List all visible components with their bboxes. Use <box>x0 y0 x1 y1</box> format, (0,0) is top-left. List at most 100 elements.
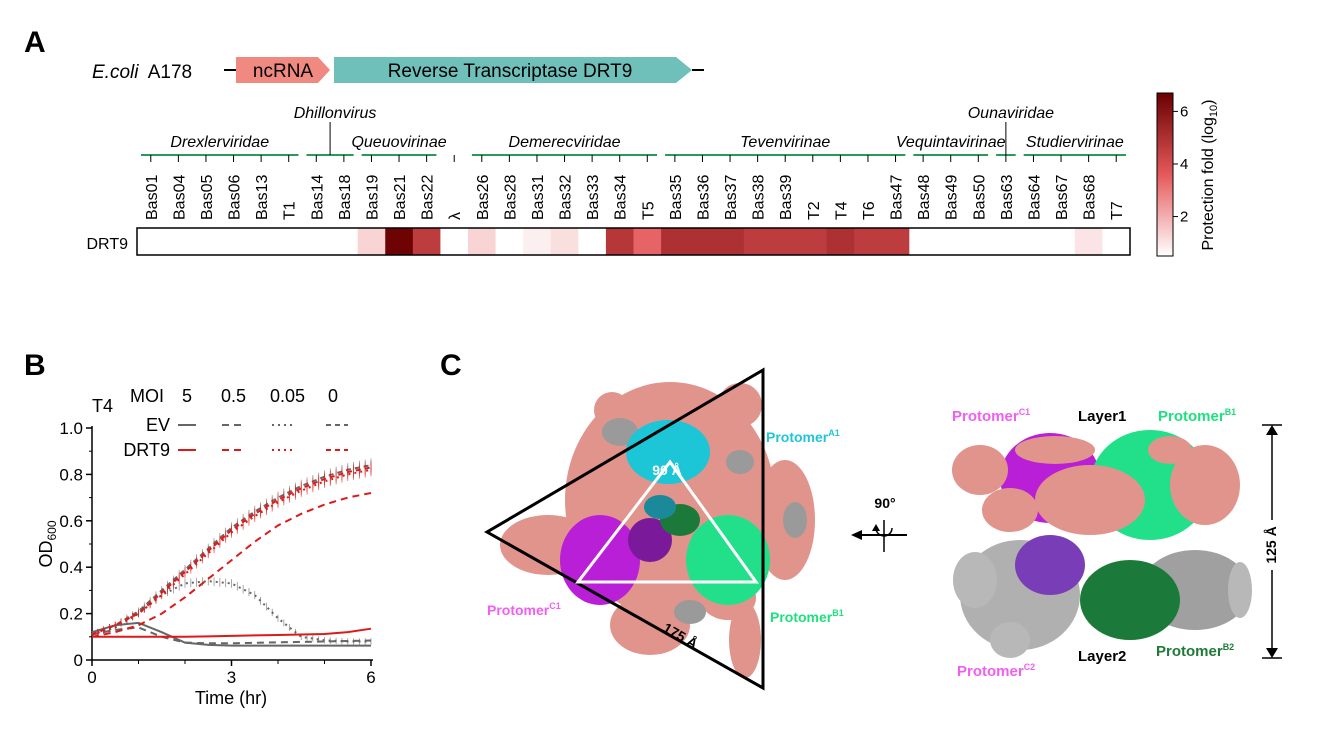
ncrna-arrow <box>236 57 330 83</box>
colorbar-label-close: ) <box>1200 100 1217 105</box>
heatmap-cell <box>716 228 745 255</box>
outer-triangle <box>483 367 765 691</box>
protomer-b1-density <box>686 515 770 605</box>
chart-phage-label: T4 <box>92 396 113 416</box>
structure-top-view: 90 Å 175 Å <box>483 367 815 691</box>
protomer-b2-density <box>1080 560 1180 640</box>
inner-triangle <box>574 459 759 584</box>
phage-label: Bas26 <box>475 175 492 220</box>
panel-label-a: A <box>24 26 46 59</box>
family-label: Vequintavirinae <box>896 134 1006 151</box>
heatmap-cell <box>936 228 965 255</box>
height-label: 125 Å <box>1263 526 1279 563</box>
x-tick-label: 0 <box>87 668 96 687</box>
heatmap-cell <box>1074 228 1103 255</box>
phage-label: λ <box>447 212 464 220</box>
protomer-c1-inner-density <box>628 518 672 562</box>
legend-ev-label: EV <box>146 415 170 435</box>
growth-chart: 0 0.2 0.4 0.6 0.8 1.0 0 3 6 <box>59 419 375 687</box>
heatmap-cell <box>633 228 662 255</box>
heatmap-cell <box>468 228 497 255</box>
phage-label: Bas31 <box>530 175 547 220</box>
ncrna-label: ncRNA <box>253 61 314 82</box>
phage-label: T2 <box>806 201 823 220</box>
phage-label: Bas39 <box>778 175 795 220</box>
moi-value-0.05: 0.05 <box>270 386 305 406</box>
label-protomer-b1-left: ProtomerB1 <box>770 608 844 625</box>
label-protomer-a1-sup: A1 <box>828 428 840 438</box>
phage-label: T4 <box>833 201 850 220</box>
label-protomer-b1-right-sup: B1 <box>1225 407 1237 417</box>
heatmap-cell <box>1047 228 1076 255</box>
phage-label: Bas33 <box>585 175 602 220</box>
phage-label: Bas35 <box>668 175 685 220</box>
heatmap-cell <box>854 228 883 255</box>
heatmap-cell <box>799 228 828 255</box>
colorbar-label-sub: 10 <box>1208 105 1220 117</box>
heatmap-cell <box>412 228 441 255</box>
series-line-ev-moi-0 <box>91 464 372 636</box>
phage-label: T5 <box>640 201 657 220</box>
moi-header: MOI <box>130 386 164 406</box>
heatmap-border <box>136 227 1131 256</box>
phage-label: Bas37 <box>723 175 740 220</box>
moi-value-5: 5 <box>182 386 192 406</box>
protomer-a1-density <box>626 420 710 484</box>
phage-label: T7 <box>1109 201 1126 220</box>
family-label: Tevenvirinae <box>740 134 830 151</box>
heatmap-cell <box>688 228 717 255</box>
colorbar-tick-label: 4 <box>1180 156 1188 173</box>
series-line-drt9-moi-0.5 <box>91 491 372 638</box>
heatmap-row-label: DRT9 <box>87 236 129 253</box>
label-protomer-c2: ProtomerC2 <box>957 662 1035 680</box>
chart-ylabel-sub: 600 <box>45 520 59 540</box>
phage-label: Bas28 <box>502 175 519 220</box>
label-protomer-c1-left: ProtomerC1 <box>487 601 561 618</box>
growth-chart-series <box>91 458 372 647</box>
heatmap-cell <box>137 228 166 255</box>
colorbar-label: Protection fold (log10) <box>1200 100 1220 251</box>
label-protomer-c2-main: Protomer <box>957 663 1024 680</box>
phage-label: Bas68 <box>1082 175 1099 220</box>
heatmap-cell <box>771 228 800 255</box>
heatmap-cell <box>1019 228 1048 255</box>
chart-xlabel: Time (hr) <box>195 688 267 708</box>
label-layer2: Layer2 <box>1078 648 1126 665</box>
family-label: Studiervirinae <box>1026 134 1124 151</box>
growth-legend-swatches <box>178 424 348 451</box>
heatmap-cell <box>495 228 524 255</box>
grey-density-right <box>953 552 1252 658</box>
panel-label-c: C <box>440 349 462 382</box>
label-protomer-b1-right-main: Protomer <box>1158 408 1225 425</box>
heatmap-cell <box>992 228 1021 255</box>
height-label-bg <box>1264 520 1280 570</box>
heatmap-cell <box>385 228 414 255</box>
heatmap-cell <box>661 228 690 255</box>
heatmap-cell <box>219 228 248 255</box>
protomer-a1-inner-density <box>644 495 676 519</box>
legend-drt9-label: DRT9 <box>123 440 170 460</box>
heatmap-cell <box>1102 228 1131 255</box>
phage-label: Bas22 <box>420 175 437 220</box>
heatmap-cell <box>550 228 579 255</box>
organism-strain: A178 <box>148 62 192 83</box>
label-protomer-b1-left-sup: B1 <box>832 608 844 618</box>
heatmap-cell <box>909 228 938 255</box>
label-protomer-b2-main: Protomer <box>1156 643 1223 660</box>
family-label: Ounaviridae <box>968 105 1054 122</box>
organism-species: E.coli <box>92 62 139 83</box>
phage-label: Bas13 <box>254 175 271 220</box>
label-protomer-b1-left-main: Protomer <box>770 609 833 625</box>
x-tick-label: 3 <box>227 668 236 687</box>
family-label: Queuovirinae <box>351 134 446 151</box>
heatmap-cell <box>302 228 331 255</box>
heatmap-cell <box>164 228 193 255</box>
family-label: Drexlerviridae <box>170 134 269 151</box>
colorbar-tick-label: 6 <box>1180 103 1188 120</box>
protomer-c2-purple-density <box>1015 535 1085 595</box>
label-protomer-b2: ProtomerB2 <box>1156 642 1234 660</box>
rotation-label: 90° <box>874 495 895 511</box>
heatmap-cell <box>578 228 607 255</box>
label-protomer-c1-right-sup: C1 <box>1019 407 1031 417</box>
